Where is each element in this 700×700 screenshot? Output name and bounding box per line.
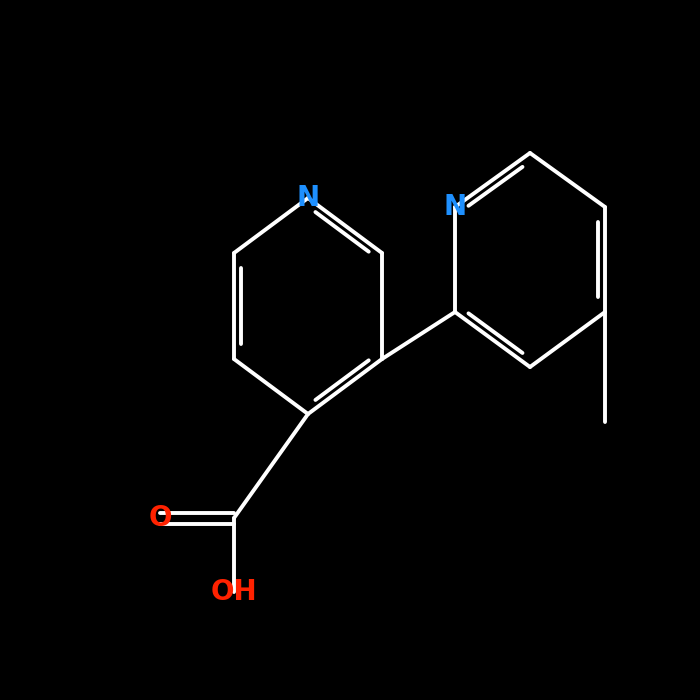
Text: N: N	[296, 184, 320, 212]
Text: N: N	[443, 193, 467, 221]
Text: O: O	[148, 504, 172, 532]
Text: OH: OH	[211, 578, 258, 606]
